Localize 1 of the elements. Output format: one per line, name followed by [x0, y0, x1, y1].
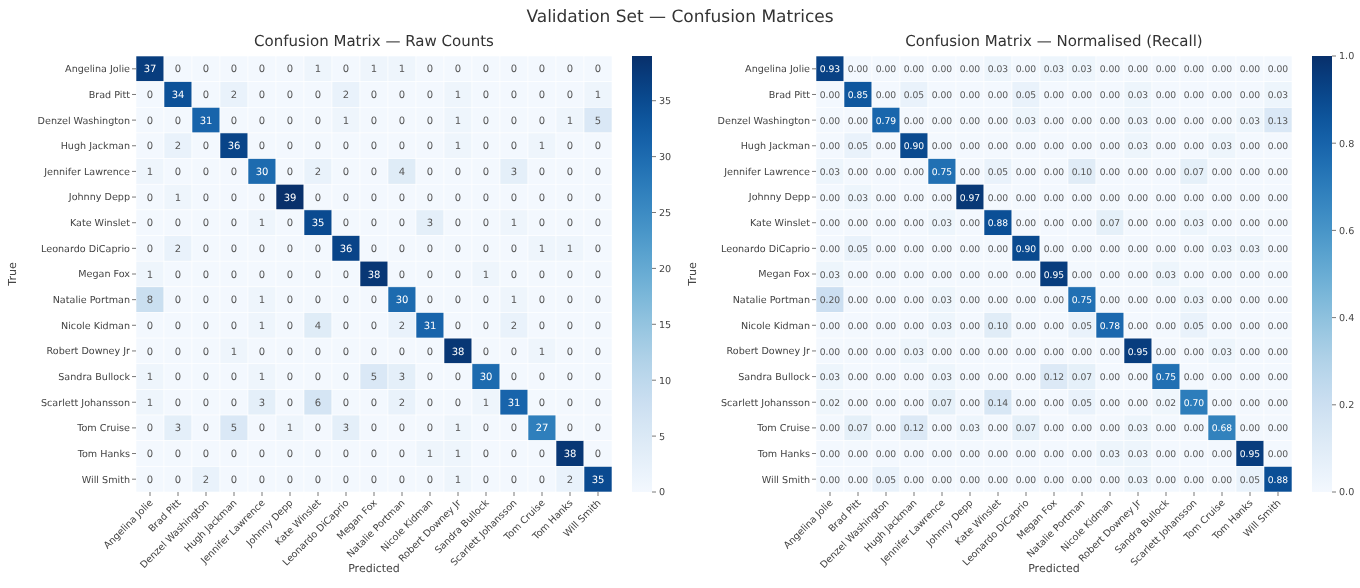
text: Validation Set — Confusion Matrices [526, 8, 835, 28]
